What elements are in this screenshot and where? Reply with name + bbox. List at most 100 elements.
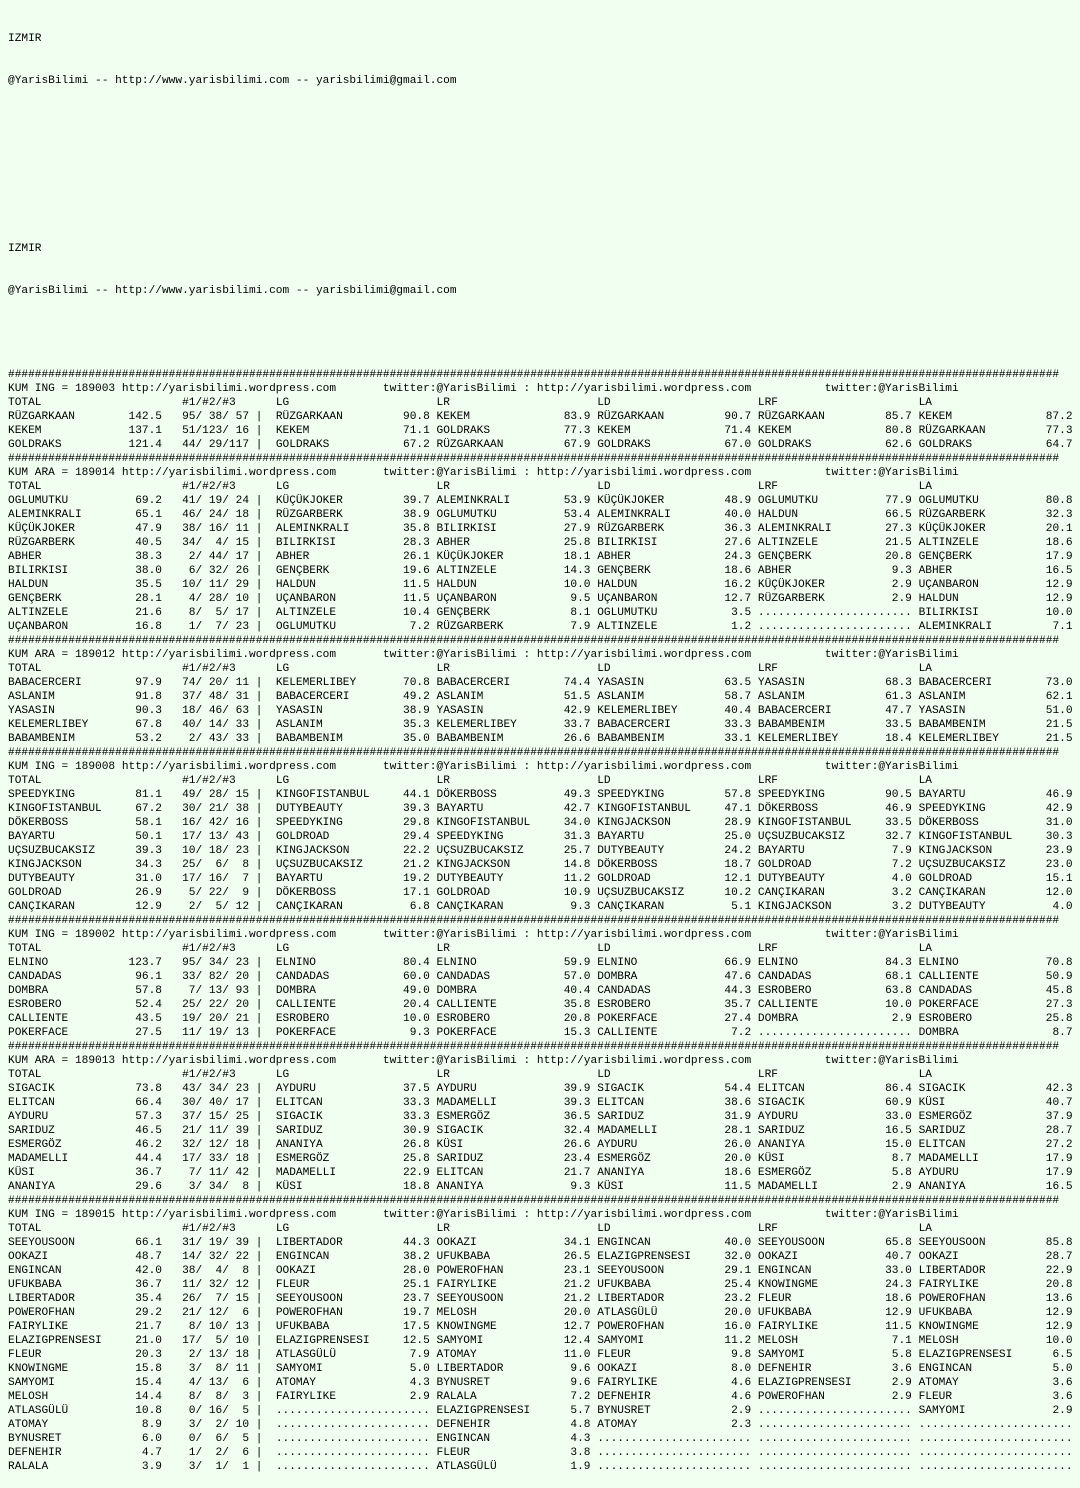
cell-lr: POKERFACE 15.3 [436,1027,598,1039]
blank-line [8,158,1072,172]
horse-name: SAMYOMI [8,1377,122,1389]
horse-name: ANANIYA [8,1181,122,1193]
table-row: KÜÇÜKJOKER 47.9 38/ 16/ 11 | ALEMINKRALI… [8,522,1073,536]
cell-ld: YASASIN 63.5 [597,677,758,689]
separator-line: ########################################… [8,1040,1072,1054]
cell-la: RÜZGARKAAN 77.3 [918,425,1073,437]
table-row: ENGINCAN 42.0 38/ 4/ 8 | OOKAZI 28.0 POW… [8,1264,1073,1278]
cell-lr: RÜZGARKAAN 67.9 [436,439,598,451]
cell-lg: ELAZIGPRENSESI 12.5 [275,1335,437,1347]
cell-lrf: ALEMINKRALI 27.3 [757,523,919,535]
cell-ld: LIBERTADOR 23.2 [597,1293,758,1305]
header-la: LA [918,481,1080,493]
horse-name: ESMERGÖZ [8,1139,122,1151]
table-row: CALLIENTE 43.5 19/ 20/ 21 | ESROBERO 10.… [8,1012,1073,1026]
header-total: TOTAL [8,663,183,675]
horse-name: ALEMINKRALI [8,509,122,521]
hash-separator: ########################################… [8,635,1060,647]
cell-lr: GOLDROAD 10.9 [436,887,598,899]
cell-la: OOKAZI 28.7 [918,1251,1073,1263]
cell-ld: GOLDRAKS 67.0 [597,439,758,451]
site-link: http://yarisbilimi.wordpress.com [121,383,383,395]
horse-name: SEEYOUSOON [8,1237,122,1249]
race-id: KUM ARA = 189013 [8,1055,122,1067]
table-row: UFUKBABA 36.7 11/ 32/ 12 | FLEUR 25.1 FA… [8,1278,1073,1292]
total-score: 29.2 [121,1307,162,1319]
total-score: 31.0 [121,873,162,885]
cell-lr: BILIRKISI 27.9 [436,523,598,535]
cell-lrf: KINGJACKSON 3.2 [757,901,919,913]
total-score: 4.7 [121,1447,162,1459]
table-row: GOLDROAD 26.9 5/ 22/ 9 | DÖKERBOSS 17.1 … [8,886,1073,900]
horse-name: DUTYBEAUTY [8,873,122,885]
horse-name: BAYARTU [8,831,122,843]
cell-ld: POWEROFHAN 16.0 [597,1321,758,1333]
horse-name: RALALA [8,1461,122,1473]
column-divider: | [249,1027,276,1039]
total-score: 38.0 [121,565,162,577]
cell-la: DUTYBEAUTY 4.0 [918,901,1073,913]
cell-lr: MADAMELLI 39.3 [436,1097,598,1109]
table-row: BABACERCERI 97.9 74/ 20/ 11 | KELEMERLIB… [8,676,1073,690]
total-score: 3.9 [121,1461,162,1473]
cell-lr: ALEMINKRALI 53.9 [436,495,598,507]
cell-lr: POWEROFHAN 23.1 [436,1265,598,1277]
cell-lg: BAYARTU 19.2 [275,873,437,885]
cell-lrf: KELEMERLIBEY 18.4 [757,733,919,745]
horse-name: GOLDRAKS [8,439,122,451]
cell-ld: DOMBRA 47.6 [597,971,758,983]
cell-lrf: FAIRYLIKE 11.5 [757,1321,919,1333]
cell-lg: FLEUR 25.1 [275,1279,437,1291]
cell-lg: KÜSI 18.8 [275,1181,437,1193]
cell-lrf: ESROBERO 63.8 [757,985,919,997]
total-score: 57.8 [121,985,162,997]
header-la: LA [918,663,1080,675]
horse-name: ELNINO [8,957,122,969]
cell-la: OGLUMUTKU 80.8 [918,495,1073,507]
horse-name: ELITCAN [8,1097,122,1109]
cell-la: MELOSH 10.0 [918,1335,1073,1347]
rank-counts: 21/ 12/ 6 [161,1307,250,1319]
total-score: 137.1 [121,425,162,437]
column-divider: | [249,1097,276,1109]
cell-lrf: OGLUMUTKU 77.9 [757,495,919,507]
horse-name: BYNUSRET [8,1433,122,1445]
table-row: POWEROFHAN 29.2 21/ 12/ 6 | POWEROFHAN 1… [8,1306,1073,1320]
cell-lg: DÖKERBOSS 17.1 [275,887,437,899]
column-divider: | [249,691,276,703]
cell-la: KINGJACKSON 23.9 [918,845,1073,857]
total-score: 16.8 [121,621,162,633]
empty-cell: ....................... [918,1433,1073,1445]
section-banner: KUM ING = 189015 http://yarisbilimi.word… [8,1208,1072,1222]
cell-lg: GOLDRAKS 67.2 [275,439,437,451]
cell-lr: SEEYOUSOON 21.2 [436,1293,598,1305]
table-row: YASASIN 90.3 18/ 46/ 63 | YASASIN 38.9 Y… [8,704,1073,718]
cell-lr: BYNUSRET 9.6 [436,1377,598,1389]
empty-cell: ....................... [918,1447,1073,1459]
cell-la: KELEMERLIBEY 21.5 [918,733,1073,745]
race-id: KUM ING = 189015 [8,1209,122,1221]
cell-lr: BABACERCERI 74.4 [436,677,598,689]
table-row: SEEYOUSOON 66.1 31/ 19/ 39 | LIBERTADOR … [8,1236,1073,1250]
twitter-site-link: twitter:@YarisBilimi : http://yarisbilim… [382,383,825,395]
section-banner: KUM ARA = 189013 http://yarisbilimi.word… [8,1054,1072,1068]
empty-cell: ....................... [757,1027,919,1039]
rank-counts: 6/ 32/ 26 [161,565,250,577]
cell-lg: MADAMELLI 22.9 [275,1167,437,1179]
horse-name: DÖKERBOSS [8,817,122,829]
horse-name: KNOWINGME [8,1363,122,1375]
horse-name: UFUKBABA [8,1279,122,1291]
twitter-site-link: twitter:@YarisBilimi : http://yarisbilim… [382,1209,825,1221]
rank-counts: 21/ 11/ 39 [161,1125,250,1137]
empty-cell: ....................... [275,1419,437,1431]
cell-lr: KÜÇÜKJOKER 18.1 [436,551,598,563]
cell-lg: SPEEDYKING 29.8 [275,817,437,829]
section-banner: KUM ING = 189003 http://yarisbilimi.word… [8,382,1072,396]
horse-name: OOKAZI [8,1251,122,1263]
cell-lr: UÇSUZBUCAKSIZ 25.7 [436,845,598,857]
horse-name: UÇSUZBUCAKSIZ [8,845,122,857]
cell-lg: POKERFACE 9.3 [275,1027,437,1039]
cell-la: ABHER 16.5 [918,565,1073,577]
cell-lr: ASLANIM 51.5 [436,691,598,703]
